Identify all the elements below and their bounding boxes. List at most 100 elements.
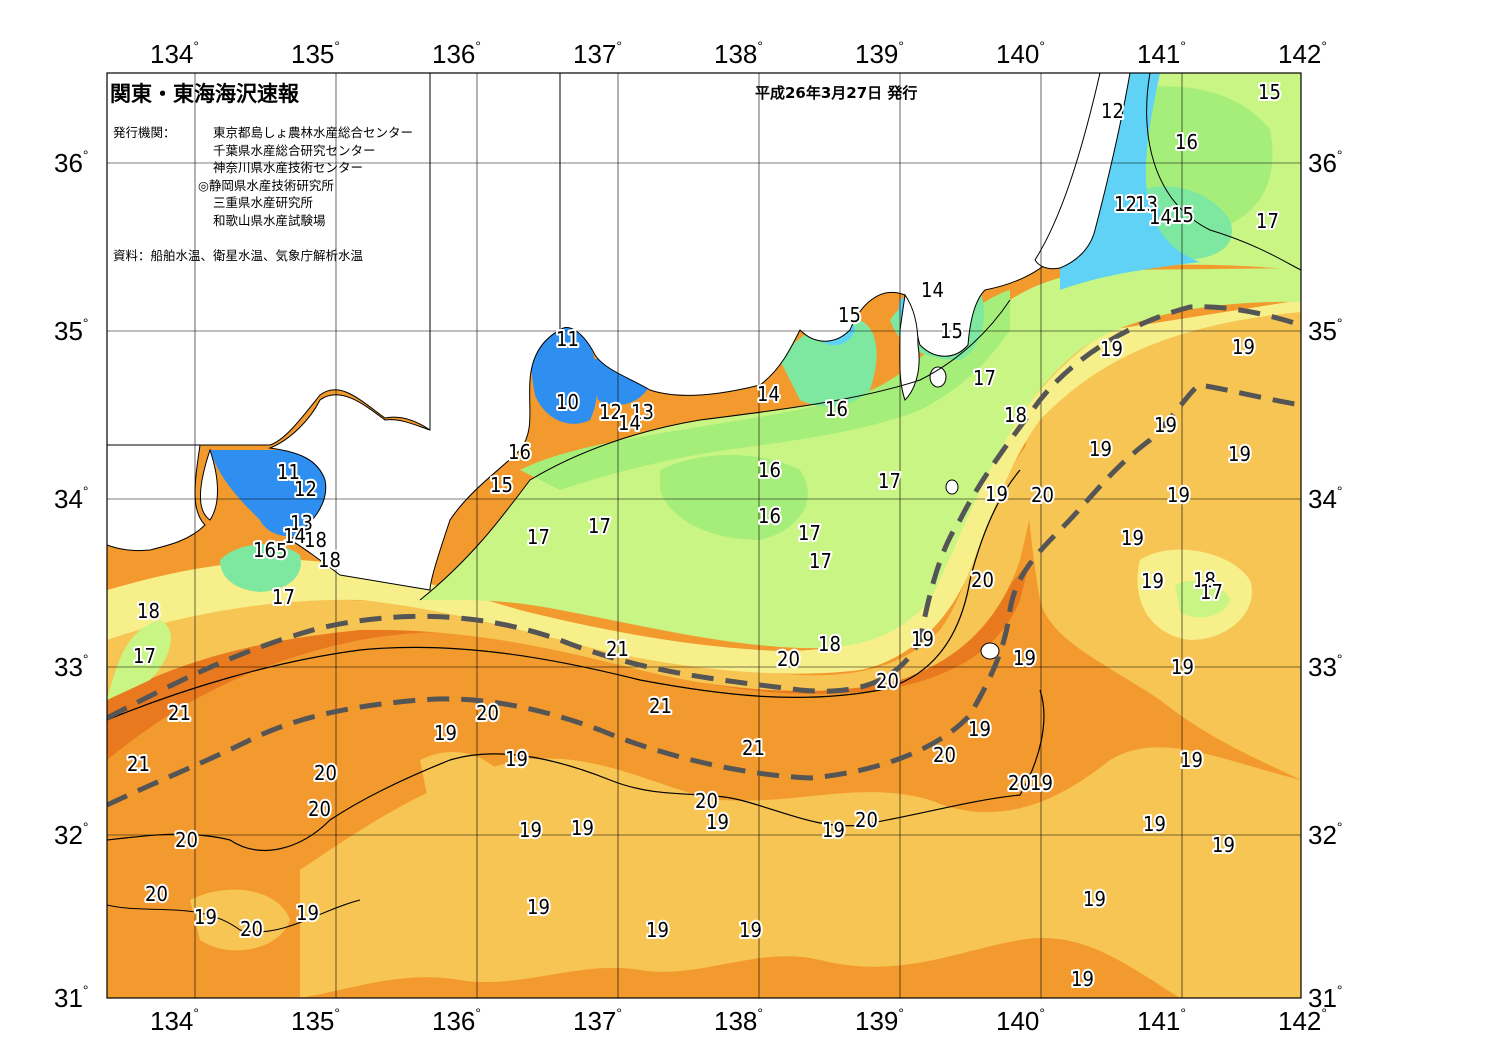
temp-label: 14: [1149, 205, 1172, 229]
graticule: [107, 73, 1301, 998]
lat-label: 34°: [1308, 483, 1343, 514]
lon-label: 142°: [1278, 38, 1327, 69]
temp-label: 20: [933, 743, 956, 767]
temp-label: 14: [283, 524, 306, 548]
zone-15-sagami: [780, 320, 877, 407]
lon-label: 134°: [150, 38, 199, 69]
temp-label: 19: [1212, 833, 1235, 857]
longitude-labels-top: 134° 135° 136° 137° 138° 139° 140° 141° …: [150, 38, 1327, 69]
land-awaji: [200, 448, 218, 521]
temp-label: 20: [240, 917, 263, 941]
temp-label: 19: [1180, 748, 1203, 772]
publisher-row: 三重県水産研究所: [113, 194, 413, 212]
publisher-row: 和歌山県水産試験場: [113, 212, 413, 230]
zone-16-center: [660, 455, 808, 540]
temp-label: 17: [798, 521, 821, 545]
zone-19-patch-a: [420, 751, 510, 821]
zone-17-west: [107, 620, 171, 700]
temp-label: 5: [276, 539, 287, 563]
temp-label: 20: [695, 789, 718, 813]
temp-label: 20: [314, 761, 337, 785]
temp-label: 19: [296, 901, 319, 925]
temp-label: 14: [618, 411, 641, 435]
land: [106, 72, 1131, 660]
temp-label: 17: [1256, 209, 1279, 233]
latitude-labels-left: 36° 35° 34° 33° 32° 31°: [54, 147, 89, 1013]
temp-label: 19: [519, 818, 542, 842]
land-chubu: [559, 72, 1101, 396]
publisher-row: 千葉県水産総合研究センター: [113, 142, 413, 160]
isotherm-20-north: [107, 469, 1021, 721]
lon-label: 138°: [714, 1005, 763, 1036]
lat-label: 36°: [1308, 147, 1343, 178]
temp-label: 16: [253, 538, 276, 562]
institution-item: 千葉県水産総合研究センター: [213, 142, 376, 158]
temp-label: 12: [294, 477, 317, 501]
lat-label: 33°: [54, 651, 89, 682]
temp-label: 19: [985, 482, 1008, 506]
zone-17-coastal: [420, 268, 1301, 649]
lat-label: 32°: [54, 819, 89, 850]
temp-label: 21: [649, 694, 672, 718]
temp-label: 19: [1083, 887, 1106, 911]
temp-label: 19: [1167, 483, 1190, 507]
temp-label: 10: [556, 390, 579, 414]
temp-label: 20: [876, 669, 899, 693]
temp-label: 18: [137, 599, 160, 623]
lon-label: 134°: [150, 1005, 199, 1036]
lon-label: 136°: [432, 1005, 481, 1036]
temp-label: 17: [973, 366, 996, 390]
temp-label: 19: [646, 918, 669, 942]
temp-label: 13: [1135, 192, 1158, 216]
publisher-row: ◎静岡県水産技術研究所: [113, 177, 413, 195]
zone-14-16-kii-south: [220, 544, 301, 592]
zone-11-13-kii: [210, 450, 334, 537]
temp-label: 19: [1143, 812, 1166, 836]
land-honshu-west: [106, 72, 431, 446]
isotherm-19-south: [107, 899, 361, 933]
temp-label: 18: [1193, 568, 1216, 592]
temp-label: 20: [308, 797, 331, 821]
lat-label: 31°: [1308, 982, 1343, 1013]
publisher-row: 発行機関： 東京都島しょ農林水産総合センター: [113, 124, 413, 142]
isotherm-north-east: [1146, 73, 1301, 271]
temp-label: 19: [1121, 526, 1144, 550]
temp-label: 11: [556, 327, 579, 351]
temp-label: 20: [855, 808, 878, 832]
temp-label: 21: [127, 752, 150, 776]
land-kii-peninsula: [268, 72, 561, 591]
temp-label: 19: [1154, 413, 1177, 437]
data-source: 資料：船舶水温、衛星水温、気象庁解析水温: [113, 248, 364, 263]
temp-label: 16: [758, 504, 781, 528]
lon-label: 142°: [1278, 1005, 1327, 1036]
temp-label: 15: [1258, 80, 1281, 104]
temp-label: 18: [318, 548, 341, 572]
lat-label: 34°: [54, 483, 89, 514]
temp-label: 19: [571, 816, 594, 840]
publisher-row: 神奈川県水産技術センター: [113, 159, 413, 177]
lon-label: 140°: [996, 1005, 1045, 1036]
temp-label: 13: [631, 400, 654, 424]
temp-label: 17: [878, 469, 901, 493]
zone-19-patch-b: [190, 889, 290, 951]
zone-12-tokyo-bay: [1099, 191, 1160, 237]
temp-label: 17: [527, 525, 550, 549]
temp-label: 20: [1031, 483, 1054, 507]
temp-label: 11: [277, 460, 300, 484]
temp-label: 12: [1101, 99, 1124, 123]
temp-label: 19: [1100, 337, 1123, 361]
temp-label: 16: [758, 458, 781, 482]
temp-label: 16: [508, 440, 531, 464]
temp-label: 19: [194, 905, 217, 929]
temp-label: 19: [1141, 569, 1164, 593]
temp-label: 16: [825, 397, 848, 421]
lon-label: 139°: [855, 38, 904, 69]
temp-label: 19: [1030, 771, 1053, 795]
land-miyake: [945, 479, 959, 495]
temp-label: 19: [527, 895, 550, 919]
institution-item: 東京都島しょ農林水産総合センター: [213, 125, 414, 140]
temp-label: 12: [1114, 192, 1137, 216]
isotherm-20-south: [107, 689, 1045, 851]
temp-label: 19: [1013, 646, 1036, 670]
